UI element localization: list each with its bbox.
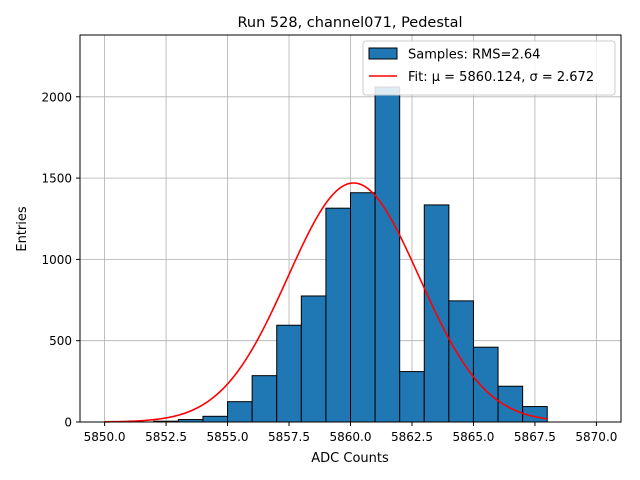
histogram-bar xyxy=(251,375,278,423)
x-tick-label: 5852.5 xyxy=(145,430,187,444)
y-tick-label: 2000 xyxy=(41,90,72,104)
histogram-bar xyxy=(300,295,327,423)
x-tick-label: 5870.0 xyxy=(575,430,617,444)
x-tick-label: 5857.5 xyxy=(268,430,310,444)
y-tick-label: 1000 xyxy=(41,253,72,267)
histogram-bar xyxy=(374,86,401,423)
x-tick-label: 5855.0 xyxy=(207,430,249,444)
legend-label-samples: Samples: RMS=2.64 xyxy=(408,48,540,63)
histogram-bars xyxy=(153,86,548,423)
y-axis-label: Entries xyxy=(15,206,30,252)
fit-curve xyxy=(104,182,548,423)
histogram-bar xyxy=(448,300,474,423)
legend-box xyxy=(362,40,616,96)
histogram-bar xyxy=(325,207,351,423)
x-axis-label: ADC Counts xyxy=(311,451,389,466)
x-tick-label: 5862.5 xyxy=(391,430,433,444)
histogram-bar xyxy=(350,192,376,423)
y-tick-label: 1500 xyxy=(41,172,72,186)
x-tick-label: 5867.5 xyxy=(514,430,556,444)
histogram-bar xyxy=(276,324,302,423)
x-tick-label: 5850.0 xyxy=(84,430,126,444)
legend: Samples: RMS=2.64 Fit: μ = 5860.124, σ =… xyxy=(362,40,616,96)
x-tick-label: 5865.0 xyxy=(452,430,494,444)
histogram-bar xyxy=(399,371,425,423)
histogram-bar xyxy=(472,346,499,423)
histogram-bar xyxy=(227,401,253,423)
fit-curve-layer xyxy=(104,182,548,423)
y-axis-ticks: 0 500 1000 1500 2000 xyxy=(41,90,80,430)
y-tick-label: 0 xyxy=(64,416,72,430)
plot-area: 5850.0 5852.5 5855.0 5857.5 5860.0 5862.5 5865… xyxy=(41,34,622,444)
y-tick-label: 500 xyxy=(49,334,72,348)
x-tick-label: 5860.0 xyxy=(330,430,372,444)
legend-label-fit: Fit: μ = 5860.124, σ = 2.672 xyxy=(408,70,594,85)
legend-swatch-samples xyxy=(368,47,398,60)
histogram-bar xyxy=(202,415,229,423)
x-axis-ticks: 5850.0 5852.5 5855.0 5857.5 5860.0 5862.5 5865… xyxy=(84,422,617,444)
chart-title: Run 528, channel071, Pedestal xyxy=(237,15,462,31)
